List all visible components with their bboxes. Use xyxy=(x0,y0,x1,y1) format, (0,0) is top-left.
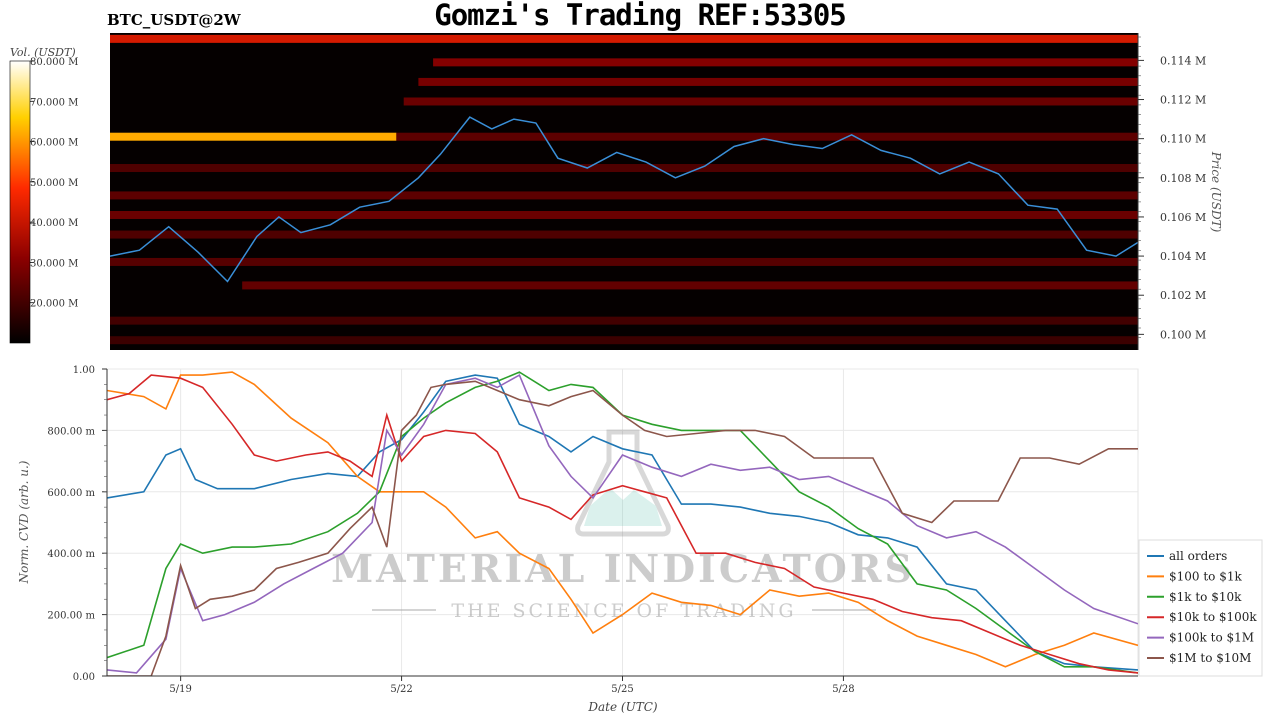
x-tick-label: 5/22 xyxy=(390,684,412,695)
liquidity-band xyxy=(433,58,1138,67)
legend-entry: all orders xyxy=(1169,549,1227,563)
cvd-y-tick-label: 800.00 m xyxy=(47,426,95,437)
price-tick-label: 0.112 M xyxy=(1160,94,1206,107)
liquidity-band xyxy=(110,210,1138,219)
cvd-series-line xyxy=(107,373,1138,674)
liquidity-band xyxy=(110,316,1138,325)
x-tick-label: 5/25 xyxy=(611,684,633,695)
liquidity-band xyxy=(110,257,1138,266)
cvd-y-tick-label: 400.00 m xyxy=(47,549,95,560)
cvd-series-line xyxy=(107,374,1138,671)
price-tick-label: 0.108 M xyxy=(1160,172,1206,185)
legend-entry: $1M to $10M xyxy=(1169,651,1251,665)
liquidity-band xyxy=(403,97,1138,106)
colorbar xyxy=(9,60,31,344)
chart-title: Gomzi's Trading REF:53305 xyxy=(434,0,847,32)
price-tick-label: 0.102 M xyxy=(1160,289,1206,302)
cvd-y-tick-label: 600.00 m xyxy=(47,488,95,499)
liquidity-band xyxy=(242,281,1138,290)
cvd-series-line xyxy=(107,371,1138,668)
watermark-logo xyxy=(575,429,671,537)
cvd-series-line xyxy=(107,380,1138,676)
x-tick-label: 5/28 xyxy=(832,684,854,695)
liquidity-band xyxy=(110,34,1138,43)
cvd-y-axis-label: Norm. CVD (arb. u.) xyxy=(17,460,31,584)
liquidity-band xyxy=(110,230,1138,239)
legend-entry: $100k to $1M xyxy=(1169,631,1254,645)
colorbar-tick-label: 60.000 M xyxy=(30,138,78,149)
legend-entry: $1k to $10k xyxy=(1169,590,1242,604)
x-tick-label: 5/19 xyxy=(169,684,191,695)
legend-box xyxy=(1138,539,1263,677)
price-tick-label: 0.106 M xyxy=(1160,211,1206,224)
watermark-brand: MATERIAL INDICATORS xyxy=(331,546,915,591)
cvd-y-tick-label: 1.00 xyxy=(73,365,95,376)
price-tick-label: 0.110 M xyxy=(1160,133,1206,146)
colorbar-tick-label: 20.000 M xyxy=(30,299,78,310)
legend-entry: $100 to $1k xyxy=(1169,569,1242,583)
cvd-y-tick-label: 200.00 m xyxy=(47,611,95,622)
x-axis-label: Date (UTC) xyxy=(587,700,657,714)
liquidity-band xyxy=(110,191,1138,200)
colorbar-tick-label: 80.000 M xyxy=(30,57,78,68)
price-tick-label: 0.100 M xyxy=(1160,328,1206,341)
colorbar-tick-label: 40.000 M xyxy=(30,218,78,229)
price-axis-label: Price (USDT) xyxy=(1209,151,1223,233)
liquidity-band xyxy=(110,132,397,141)
price-tick-label: 0.104 M xyxy=(1160,250,1206,263)
legend-entry: $10k to $100k xyxy=(1169,610,1257,624)
price-tick-label: 0.114 M xyxy=(1160,54,1206,67)
cvd-series-line xyxy=(107,371,1138,674)
liquidity-band xyxy=(418,77,1138,86)
price-line xyxy=(110,116,1138,283)
colorbar-label: Vol. (USDT) xyxy=(10,46,76,59)
cvd-y-tick-label: 0.00 xyxy=(73,672,95,683)
liquidity-band xyxy=(110,336,1138,345)
colorbar-tick-label: 50.000 M xyxy=(30,178,78,189)
colorbar-tick-label: 30.000 M xyxy=(30,258,78,269)
cvd-series-line xyxy=(107,374,1138,674)
colorbar-tick-label: 70.000 M xyxy=(30,97,78,108)
liquidity-band xyxy=(396,132,1138,141)
liquidity-band xyxy=(110,164,1138,173)
pair-label: BTC_USDT@2W xyxy=(107,11,241,29)
